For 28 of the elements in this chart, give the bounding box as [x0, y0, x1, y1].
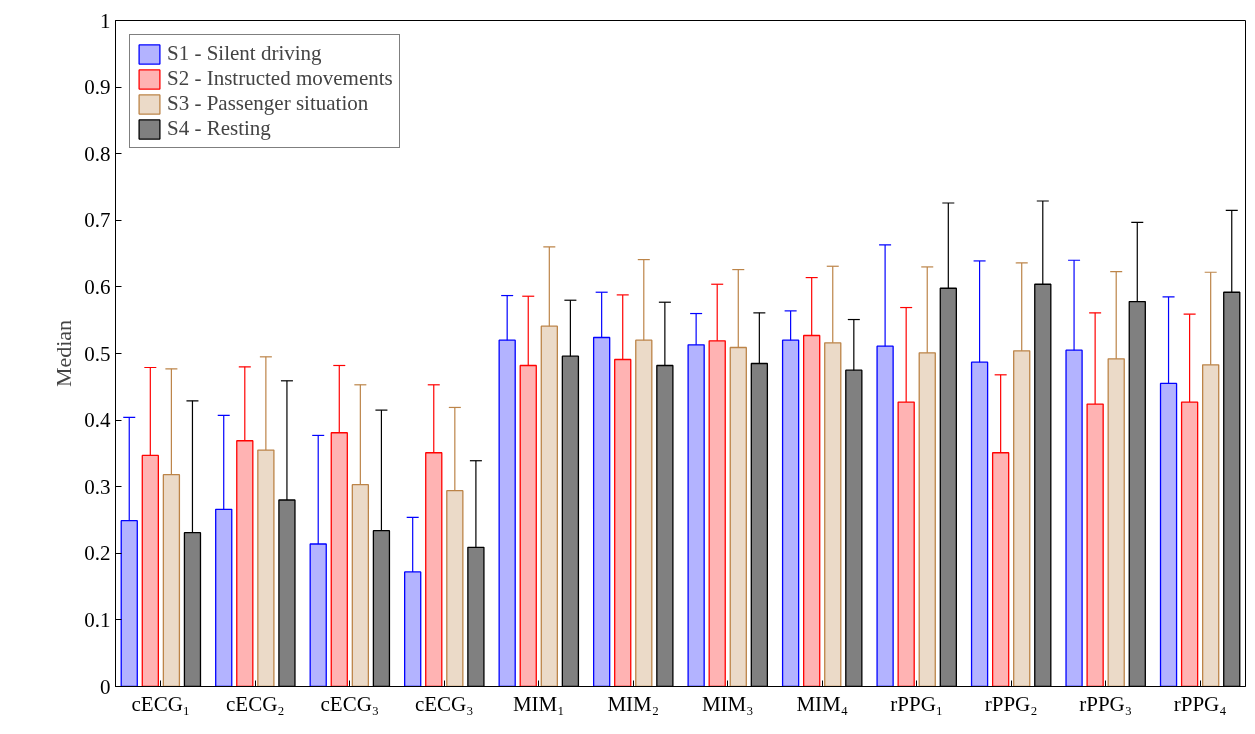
x-tick-label: rPPG₃ [1079, 691, 1133, 716]
y-axis-title: Median [51, 319, 77, 388]
y-tick-label: 0.1 [84, 607, 111, 632]
legend-label: S4 - Resting [167, 116, 271, 141]
x-tick-label: rPPG₁ [890, 691, 944, 716]
x-tick-label: MIM₂ [607, 691, 660, 716]
y-tick-label: 0.7 [84, 208, 111, 233]
y-tick-label: 0.8 [84, 141, 111, 166]
x-tick-label: MIM₁ [512, 691, 565, 716]
legend-label: S3 - Passenger situation [167, 91, 369, 116]
legend-label: S2 - Instructed movements [167, 66, 393, 91]
y-tick-label: 0.9 [84, 75, 111, 100]
x-tick-label: cECG₂ [226, 691, 285, 716]
x-tick-label: MIM₃ [701, 691, 754, 716]
x-tick-label: cECG₃ [414, 691, 474, 716]
y-tick-label: 0.2 [84, 541, 111, 566]
y-tick-label: 0 [100, 674, 111, 699]
x-tick-label: rPPG₂ [984, 691, 1038, 716]
x-tick-label: MIM₄ [796, 691, 849, 716]
y-tick-label: 0.5 [84, 341, 111, 366]
y-tick-label: 1 [100, 8, 111, 33]
x-tick-label: cECG₃ [320, 691, 380, 716]
x-tick-label: cECG₁ [131, 691, 191, 716]
y-tick-label: 0.3 [84, 474, 111, 499]
x-tick-label: rPPG₄ [1173, 691, 1227, 716]
y-tick-label: 0.4 [84, 408, 111, 433]
legend-label: S1 - Silent driving [167, 41, 322, 66]
y-tick-label: 0.6 [84, 274, 111, 299]
